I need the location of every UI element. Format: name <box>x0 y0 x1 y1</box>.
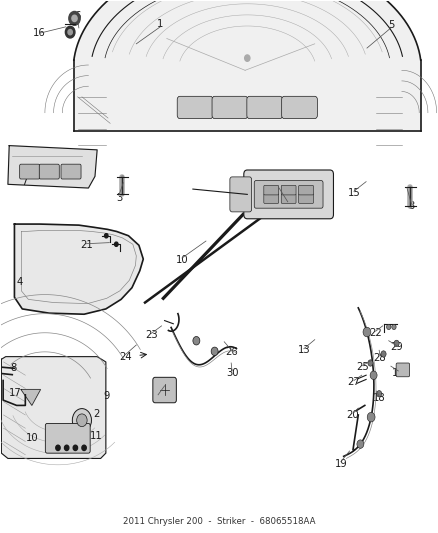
Polygon shape <box>74 0 421 131</box>
Text: 27: 27 <box>347 377 360 387</box>
Text: 5: 5 <box>388 20 394 30</box>
Circle shape <box>211 347 218 356</box>
Circle shape <box>56 445 60 450</box>
Circle shape <box>387 324 391 329</box>
Circle shape <box>377 391 382 397</box>
FancyBboxPatch shape <box>20 164 40 179</box>
Circle shape <box>64 445 69 450</box>
Circle shape <box>68 29 72 35</box>
Text: 14: 14 <box>392 368 405 377</box>
Circle shape <box>65 26 75 38</box>
Text: 9: 9 <box>103 391 110 401</box>
FancyBboxPatch shape <box>230 177 252 212</box>
FancyBboxPatch shape <box>247 96 283 118</box>
FancyBboxPatch shape <box>299 194 314 204</box>
FancyBboxPatch shape <box>281 194 296 204</box>
Circle shape <box>77 414 87 426</box>
Circle shape <box>82 445 86 450</box>
FancyBboxPatch shape <box>61 164 81 179</box>
Text: 7: 7 <box>21 176 27 187</box>
Circle shape <box>370 371 377 379</box>
Text: 15: 15 <box>347 188 360 198</box>
Text: 6: 6 <box>74 11 81 21</box>
Text: 28: 28 <box>374 353 386 362</box>
Text: 10: 10 <box>176 255 188 264</box>
Circle shape <box>367 413 375 422</box>
Polygon shape <box>14 224 143 314</box>
FancyBboxPatch shape <box>264 185 279 195</box>
Circle shape <box>193 336 200 345</box>
FancyBboxPatch shape <box>281 185 296 195</box>
Circle shape <box>69 12 80 25</box>
Text: 13: 13 <box>297 345 310 356</box>
Circle shape <box>72 15 77 21</box>
Polygon shape <box>8 146 97 188</box>
Text: 20: 20 <box>347 410 359 420</box>
Text: 1: 1 <box>157 19 163 29</box>
Circle shape <box>73 445 78 450</box>
Polygon shape <box>21 390 41 406</box>
Text: 17: 17 <box>9 387 22 398</box>
Text: 12: 12 <box>152 391 164 401</box>
FancyBboxPatch shape <box>153 377 177 403</box>
FancyBboxPatch shape <box>299 185 314 195</box>
Text: 1: 1 <box>285 199 291 209</box>
Text: 10: 10 <box>60 424 73 434</box>
Circle shape <box>72 409 92 432</box>
Text: 22: 22 <box>369 328 382 338</box>
Text: 4: 4 <box>17 277 23 287</box>
Text: 11: 11 <box>90 431 102 441</box>
Circle shape <box>363 327 371 337</box>
Text: 30: 30 <box>226 368 238 377</box>
Circle shape <box>105 233 108 238</box>
FancyBboxPatch shape <box>39 164 59 179</box>
Text: 8: 8 <box>11 364 17 373</box>
Text: 18: 18 <box>373 393 385 403</box>
FancyBboxPatch shape <box>177 96 213 118</box>
FancyBboxPatch shape <box>264 194 279 204</box>
Polygon shape <box>1 357 106 458</box>
Text: 16: 16 <box>33 28 46 38</box>
Circle shape <box>245 55 250 61</box>
Text: 21: 21 <box>80 240 92 251</box>
Text: 26: 26 <box>226 348 238 358</box>
Circle shape <box>368 360 373 366</box>
FancyBboxPatch shape <box>46 423 90 453</box>
Text: 10: 10 <box>25 433 38 443</box>
Text: 3: 3 <box>408 200 414 211</box>
FancyBboxPatch shape <box>244 170 333 219</box>
Circle shape <box>392 324 396 329</box>
Text: 2011 Chrysler 200  -  Striker  -  68065518AA: 2011 Chrysler 200 - Striker - 68065518AA <box>123 518 315 526</box>
FancyBboxPatch shape <box>254 181 323 208</box>
FancyBboxPatch shape <box>396 363 410 377</box>
Text: 2: 2 <box>93 409 99 419</box>
Circle shape <box>357 440 364 448</box>
FancyBboxPatch shape <box>212 96 248 118</box>
Circle shape <box>115 242 118 246</box>
Circle shape <box>381 351 386 357</box>
FancyBboxPatch shape <box>282 96 318 118</box>
Text: 3: 3 <box>116 192 122 203</box>
Text: 23: 23 <box>145 330 158 341</box>
Text: 19: 19 <box>335 459 347 469</box>
Text: 29: 29 <box>390 342 403 352</box>
Text: 24: 24 <box>119 352 132 361</box>
Text: 25: 25 <box>356 362 369 372</box>
Circle shape <box>394 340 399 346</box>
